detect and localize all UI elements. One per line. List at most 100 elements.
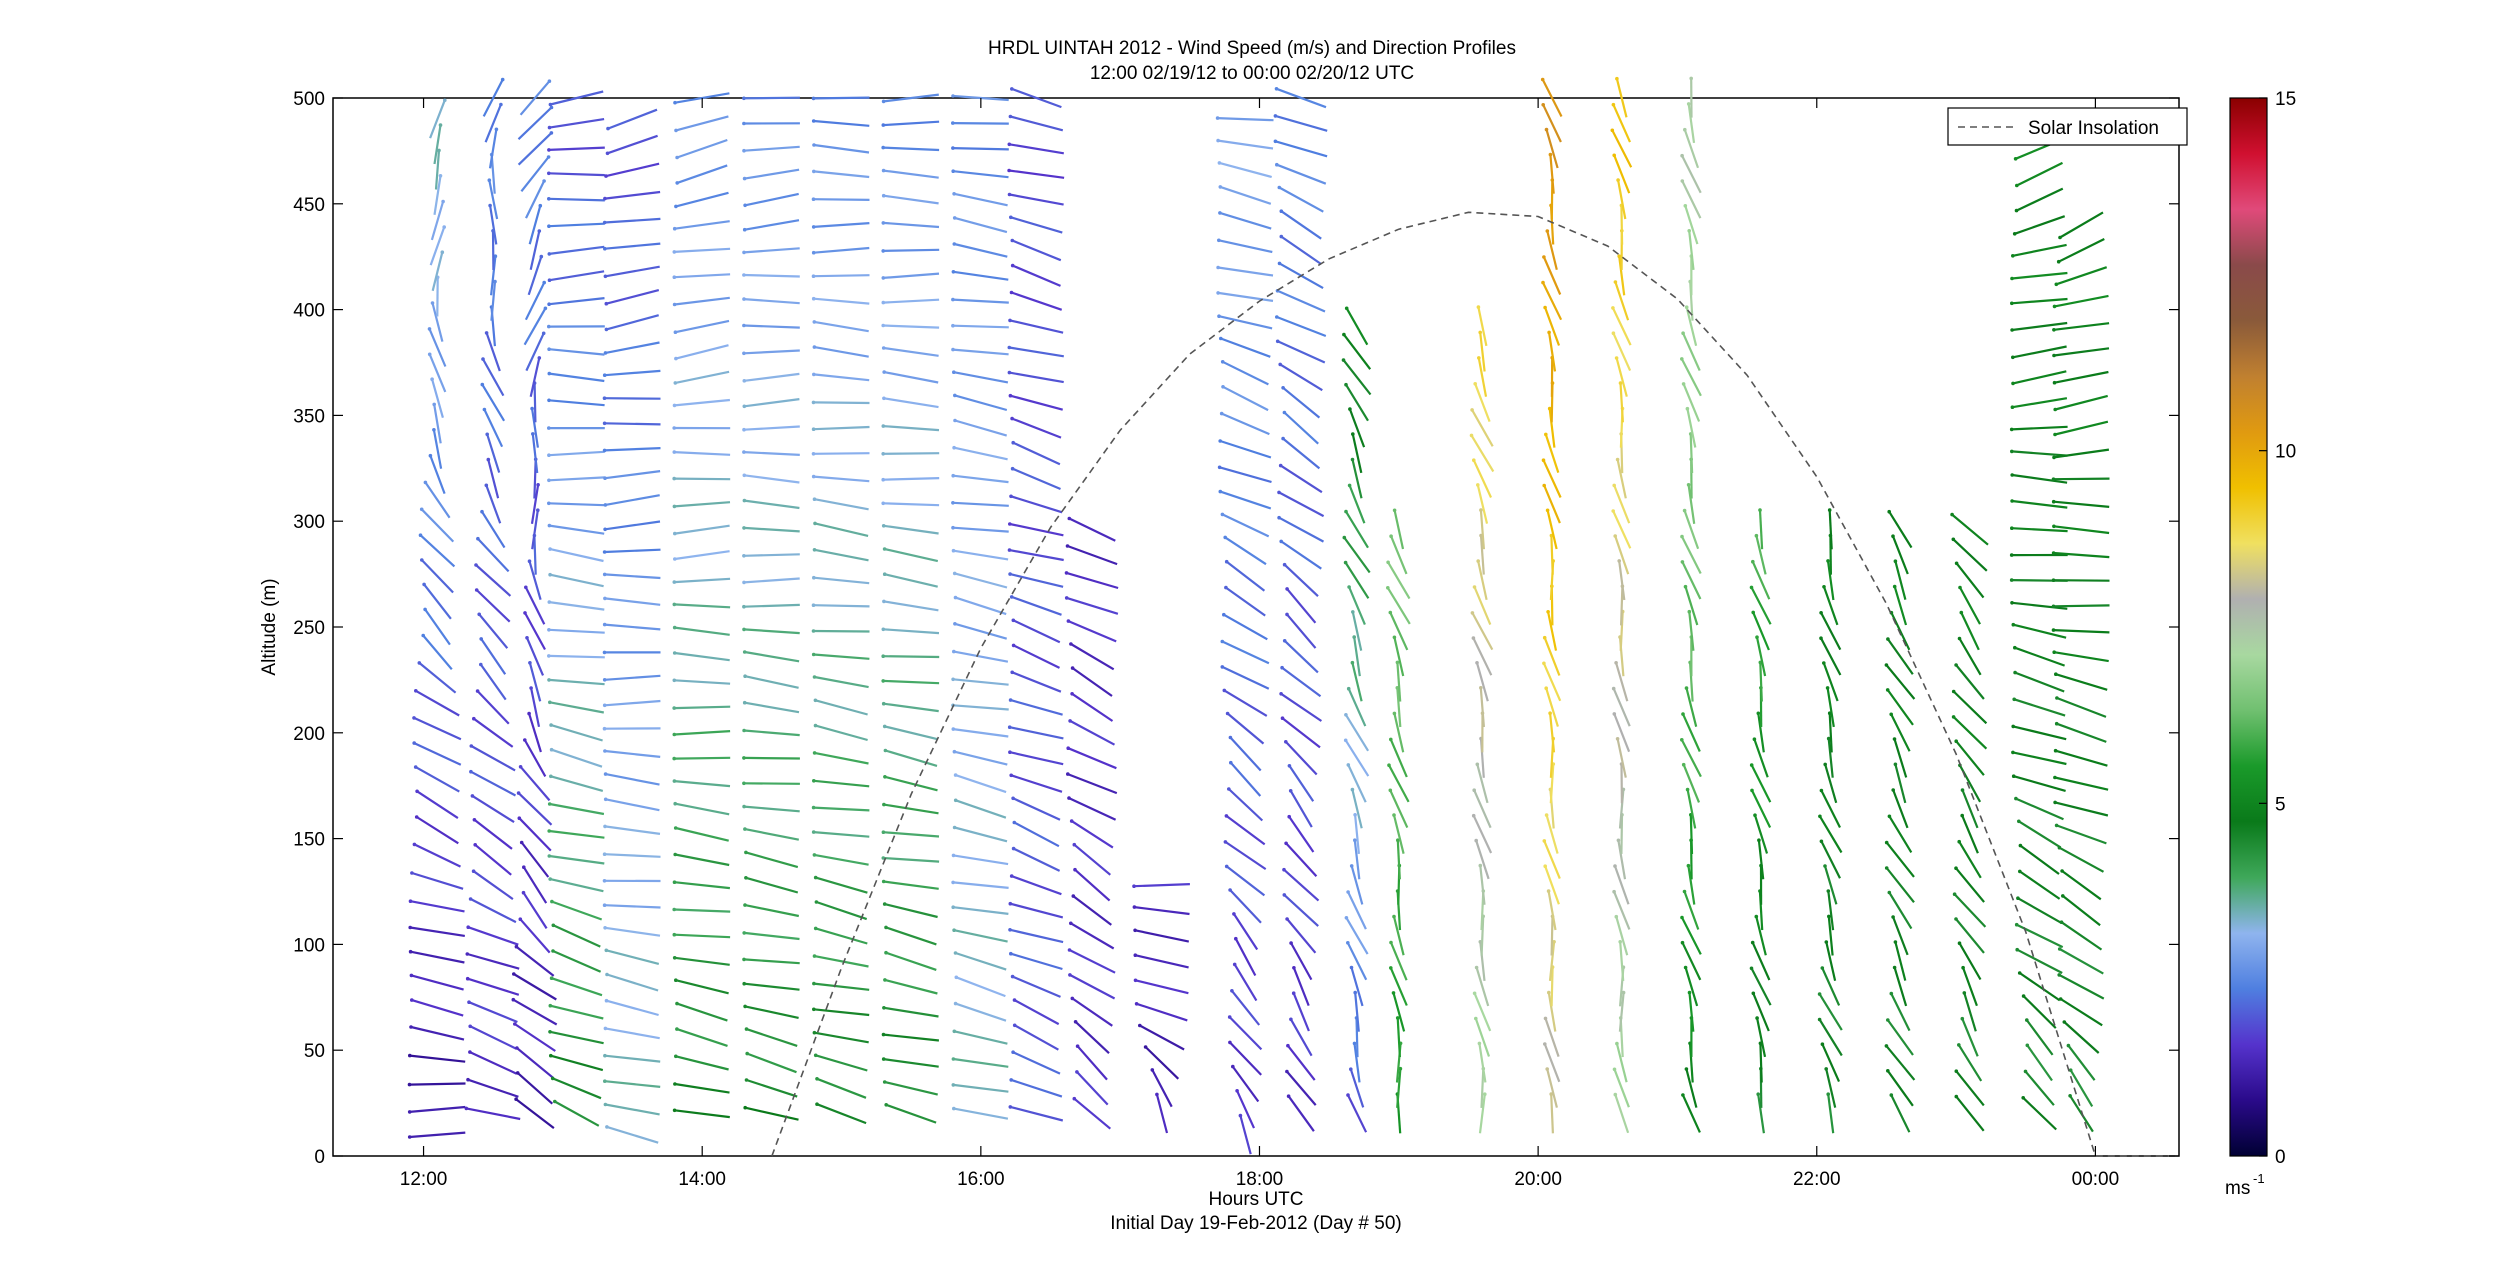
- wind-vector-head: [1475, 661, 1479, 665]
- wind-vector-head: [811, 830, 816, 834]
- wind-vector-head: [951, 94, 955, 98]
- wind-vector-head: [1008, 114, 1013, 119]
- wind-vector-head: [518, 765, 523, 769]
- wind-vector: [604, 597, 661, 606]
- wind-vector-head: [1681, 762, 1686, 767]
- wind-vector-head: [1289, 1017, 1293, 1022]
- wind-vector: [517, 132, 553, 166]
- wind-vector: [1067, 747, 1117, 770]
- wind-vector-head: [549, 747, 554, 752]
- wind-vector: [1396, 1068, 1402, 1108]
- wind-vector-head: [744, 1078, 749, 1082]
- wind-vector-head: [1621, 990, 1626, 995]
- wind-vector: [1542, 104, 1562, 143]
- wind-vector: [1010, 952, 1063, 971]
- wind-vector: [1612, 104, 1632, 143]
- wind-vector: [485, 484, 502, 524]
- wind-vector: [1821, 1043, 1841, 1083]
- wind-vector-head: [1386, 560, 1390, 565]
- wind-vector-head: [1388, 610, 1393, 615]
- wind-vector-head: [951, 473, 955, 478]
- wind-vector-head: [812, 320, 817, 324]
- wind-vector: [552, 949, 602, 973]
- wind-vector: [421, 559, 454, 594]
- wind-vector-head: [1684, 1067, 1689, 1071]
- wind-vector: [884, 573, 938, 588]
- wind-vector: [744, 701, 800, 714]
- wind-vector-head: [472, 818, 477, 822]
- wind-vector-head: [419, 507, 424, 512]
- wind-vector-head: [1954, 739, 1958, 743]
- wind-vector-head: [742, 526, 746, 530]
- x-axis-label-note: Initial Day 19-Feb-2012 (Day # 50): [1110, 1213, 1401, 1234]
- wind-vector-head: [1819, 636, 1823, 640]
- wind-vector: [411, 871, 464, 890]
- wind-vector: [1342, 359, 1372, 396]
- wind-vector-head: [953, 798, 958, 803]
- wind-vector: [1222, 385, 1269, 412]
- wind-vector: [2012, 243, 2067, 257]
- wind-vector-head: [524, 585, 528, 590]
- wind-vector-head: [1683, 127, 1687, 132]
- wind-vector-head: [1618, 940, 1622, 944]
- wind-vector-head: [672, 450, 677, 454]
- wind-vector-head: [2060, 869, 2064, 873]
- wind-vector: [674, 626, 730, 636]
- wind-vector-head: [881, 679, 885, 683]
- wind-vector-head: [1615, 1041, 1619, 1046]
- wind-vector-head: [1011, 1050, 1015, 1054]
- wind-vector-head: [547, 426, 551, 430]
- wind-vector-head: [1685, 406, 1690, 411]
- wind-vector: [883, 600, 939, 612]
- legend-box: Solar Insolation: [1947, 107, 2188, 146]
- wind-vector: [548, 476, 605, 482]
- wind-vector-head: [1223, 840, 1228, 844]
- wind-vector-head: [605, 972, 609, 977]
- wind-vector: [953, 854, 1009, 866]
- wind-vector-head: [1887, 814, 1892, 819]
- wind-vector-head: [1547, 330, 1551, 335]
- wind-vector: [529, 230, 541, 270]
- wind-vector-head: [1222, 612, 1226, 617]
- wind-vector-head: [813, 926, 818, 931]
- wind-vector: [2015, 797, 2064, 821]
- wind-vector-head: [548, 877, 552, 881]
- wind-vector: [1476, 764, 1489, 804]
- wind-vector: [1958, 637, 1982, 676]
- wind-vector-head: [412, 741, 417, 745]
- wind-vector-head: [1008, 393, 1013, 398]
- wind-vector: [953, 371, 1009, 384]
- wind-vector-head: [1472, 788, 1476, 792]
- wind-vector-head: [813, 698, 818, 703]
- wind-vector-head: [1820, 1042, 1825, 1046]
- wind-vector: [1682, 383, 1701, 422]
- wind-vector-head: [1350, 787, 1355, 792]
- wind-vector: [813, 982, 870, 991]
- wind-vector: [549, 829, 605, 839]
- wind-vector: [1280, 210, 1322, 240]
- wind-vector: [604, 674, 661, 681]
- wind-vector-head: [1346, 890, 1350, 894]
- wind-vector-head: [882, 724, 887, 729]
- wind-vector-head: [881, 323, 885, 328]
- wind-vector: [1286, 918, 1317, 954]
- wind-vector-head: [745, 1051, 749, 1056]
- wind-vector-head: [811, 805, 816, 810]
- wind-vector-head: [1274, 87, 1279, 91]
- wind-vector-head: [673, 330, 678, 335]
- wind-vector: [1952, 716, 1988, 750]
- wind-vector-head: [812, 143, 816, 147]
- wind-vector-head: [2010, 301, 2014, 306]
- wind-vector: [471, 794, 515, 824]
- wind-vector: [2054, 294, 2109, 308]
- wind-vector-head: [514, 944, 519, 949]
- wind-vector-head: [1008, 901, 1013, 906]
- wind-vector: [1219, 439, 1272, 459]
- wind-vector: [1470, 434, 1495, 473]
- wind-vector: [1548, 941, 1556, 982]
- wind-vector: [952, 324, 1009, 329]
- wind-vector-head: [2066, 1043, 2071, 1048]
- wind-vector-head: [951, 146, 955, 150]
- wind-vector: [1229, 1041, 1262, 1076]
- wind-vector: [1820, 612, 1842, 651]
